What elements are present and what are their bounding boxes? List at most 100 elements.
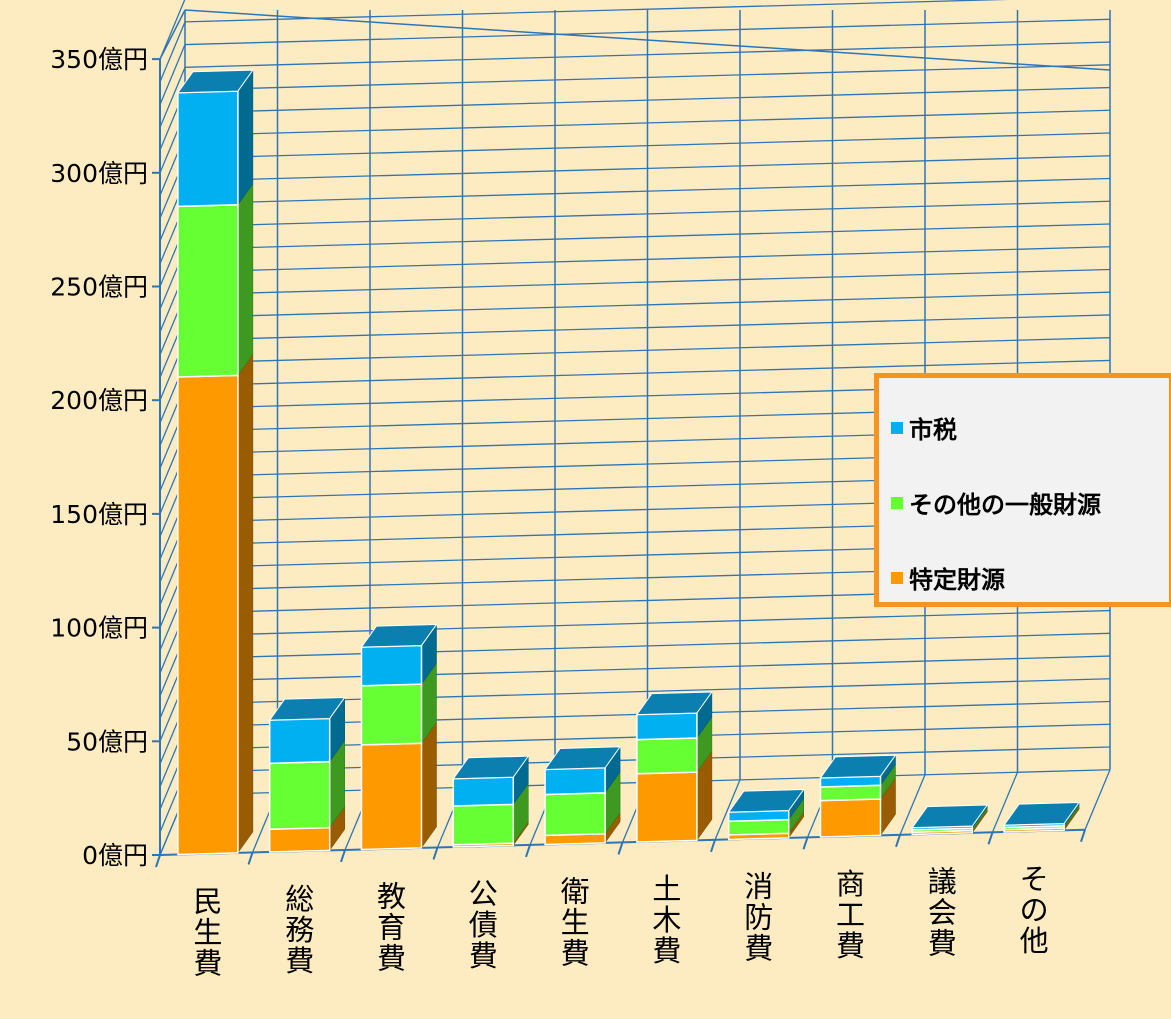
bar-segment <box>636 737 698 775</box>
bar-segment <box>544 792 606 837</box>
x-axis-tick <box>710 839 716 853</box>
bar-top <box>1003 801 1081 826</box>
y-tick-label: 0億円 <box>82 841 148 870</box>
y-tick-label: 150億円 <box>50 500 148 529</box>
bar-segment <box>177 204 239 378</box>
grid-line-side <box>159 44 186 105</box>
bar-segment <box>360 644 423 687</box>
y-tick-label: 300億円 <box>50 159 148 188</box>
category-label: 土木費 <box>652 872 681 968</box>
y-tick-label: 250億円 <box>50 273 148 302</box>
grid-line-floor <box>1084 769 1111 830</box>
x-axis-tick <box>340 849 346 863</box>
x-axis-tick <box>155 854 161 868</box>
bar-segment <box>636 712 698 741</box>
x-axis-tick <box>432 847 439 860</box>
y-tick-label: 200億円 <box>50 386 148 415</box>
grid-line-top <box>184 9 1111 71</box>
grid-line-horizontal <box>184 223 1111 250</box>
grid-line-horizontal <box>184 655 1111 682</box>
grid-line-floor <box>899 774 926 836</box>
x-axis-tick <box>617 842 624 855</box>
grid-line-floor <box>991 772 1019 833</box>
x-axis-categories: 民生費 総務費 教育費 公債費 衛生費 土木費 消防費 商工費 議会費 その他 <box>193 862 1048 981</box>
bar-segment-side <box>237 353 254 854</box>
bar-segment <box>268 717 331 765</box>
legend-item-specific: 特定財源 <box>891 560 1005 595</box>
grid-line-horizontal <box>184 200 1111 228</box>
bar-top <box>268 696 346 721</box>
grid-line-horizontal <box>184 41 1111 68</box>
bar-segment <box>268 760 331 831</box>
bar-top <box>544 746 622 770</box>
category-label: 消防費 <box>744 870 773 966</box>
legend-label-shizei: 市税 <box>909 416 957 444</box>
bar-segment <box>544 767 606 796</box>
grid-line-horizontal <box>184 632 1111 660</box>
bar-segment <box>268 826 331 853</box>
bar-segment <box>177 374 239 856</box>
bar-top <box>911 804 989 829</box>
grid-line-horizontal <box>184 246 1111 273</box>
bar-segment-side <box>237 183 254 377</box>
grid-line-top <box>159 9 186 60</box>
x-axis-tick <box>247 852 254 865</box>
grid-line-horizontal <box>184 291 1111 319</box>
bar-segment <box>360 742 423 851</box>
category-label: 総務費 <box>285 882 314 978</box>
grid-line-horizontal <box>184 0 1009 23</box>
bar-top <box>727 789 805 813</box>
bar-segment-side <box>237 69 254 206</box>
x-axis-tick <box>1080 829 1086 843</box>
grid-line-horizontal <box>184 132 1111 159</box>
bar-segment <box>727 818 790 836</box>
category-label: 公債費 <box>469 877 498 973</box>
grid-line-horizontal <box>184 109 1111 137</box>
grid-line-horizontal <box>184 18 1111 46</box>
bar-segment <box>452 776 515 807</box>
bar-segment <box>452 803 515 846</box>
bar-top <box>360 623 438 648</box>
legend-label-specific: 特定財源 <box>909 566 1005 594</box>
category-label: その他 <box>1020 862 1049 958</box>
legend-label-other-general: その他の一般財源 <box>909 491 1101 519</box>
bar-segment-side <box>421 721 437 849</box>
legend-item-other-general: その他の一般財源 <box>891 485 1101 520</box>
bar-segment <box>177 90 239 208</box>
grid-line-horizontal <box>184 359 1111 387</box>
bar-segment <box>819 798 882 838</box>
grid-line-horizontal <box>184 337 1111 364</box>
category-label: 教育費 <box>377 880 406 976</box>
bar-top <box>819 754 897 779</box>
y-tick-label: 350億円 <box>50 45 148 74</box>
chart-bars <box>176 69 1081 856</box>
grid-line-horizontal <box>184 314 1111 341</box>
grid-line-horizontal <box>184 155 1111 182</box>
legend-swatch-other-general <box>891 496 903 509</box>
grid-line-horizontal <box>184 64 1111 91</box>
grid-line-floor <box>714 779 741 841</box>
grid-line-horizontal <box>184 177 1111 205</box>
x-axis-tick <box>802 837 809 850</box>
category-label: 議会費 <box>928 865 957 961</box>
y-tick-label: 50億円 <box>66 727 148 756</box>
grid-line-side <box>159 67 186 128</box>
grid-line-horizontal <box>184 268 1111 296</box>
x-axis-tick <box>987 831 994 845</box>
bar-top <box>635 691 713 716</box>
y-tick-label: 100億円 <box>50 614 148 643</box>
bar-top <box>452 755 530 780</box>
bar-segment <box>636 771 698 843</box>
bar-segment <box>360 683 423 746</box>
legend-swatch-specific <box>891 571 903 584</box>
category-label: 商工費 <box>836 867 865 963</box>
bar-segment <box>819 784 882 802</box>
legend-item-shizei: 市税 <box>891 410 957 445</box>
x-axis-tick <box>525 844 531 858</box>
grid-line-horizontal <box>184 86 1111 114</box>
x-axis-tick <box>895 834 901 848</box>
bar-top <box>176 69 254 94</box>
chart-legend: 市税 その他の一般財源 特定財源 <box>874 373 1171 607</box>
category-label: 民生費 <box>193 885 222 981</box>
